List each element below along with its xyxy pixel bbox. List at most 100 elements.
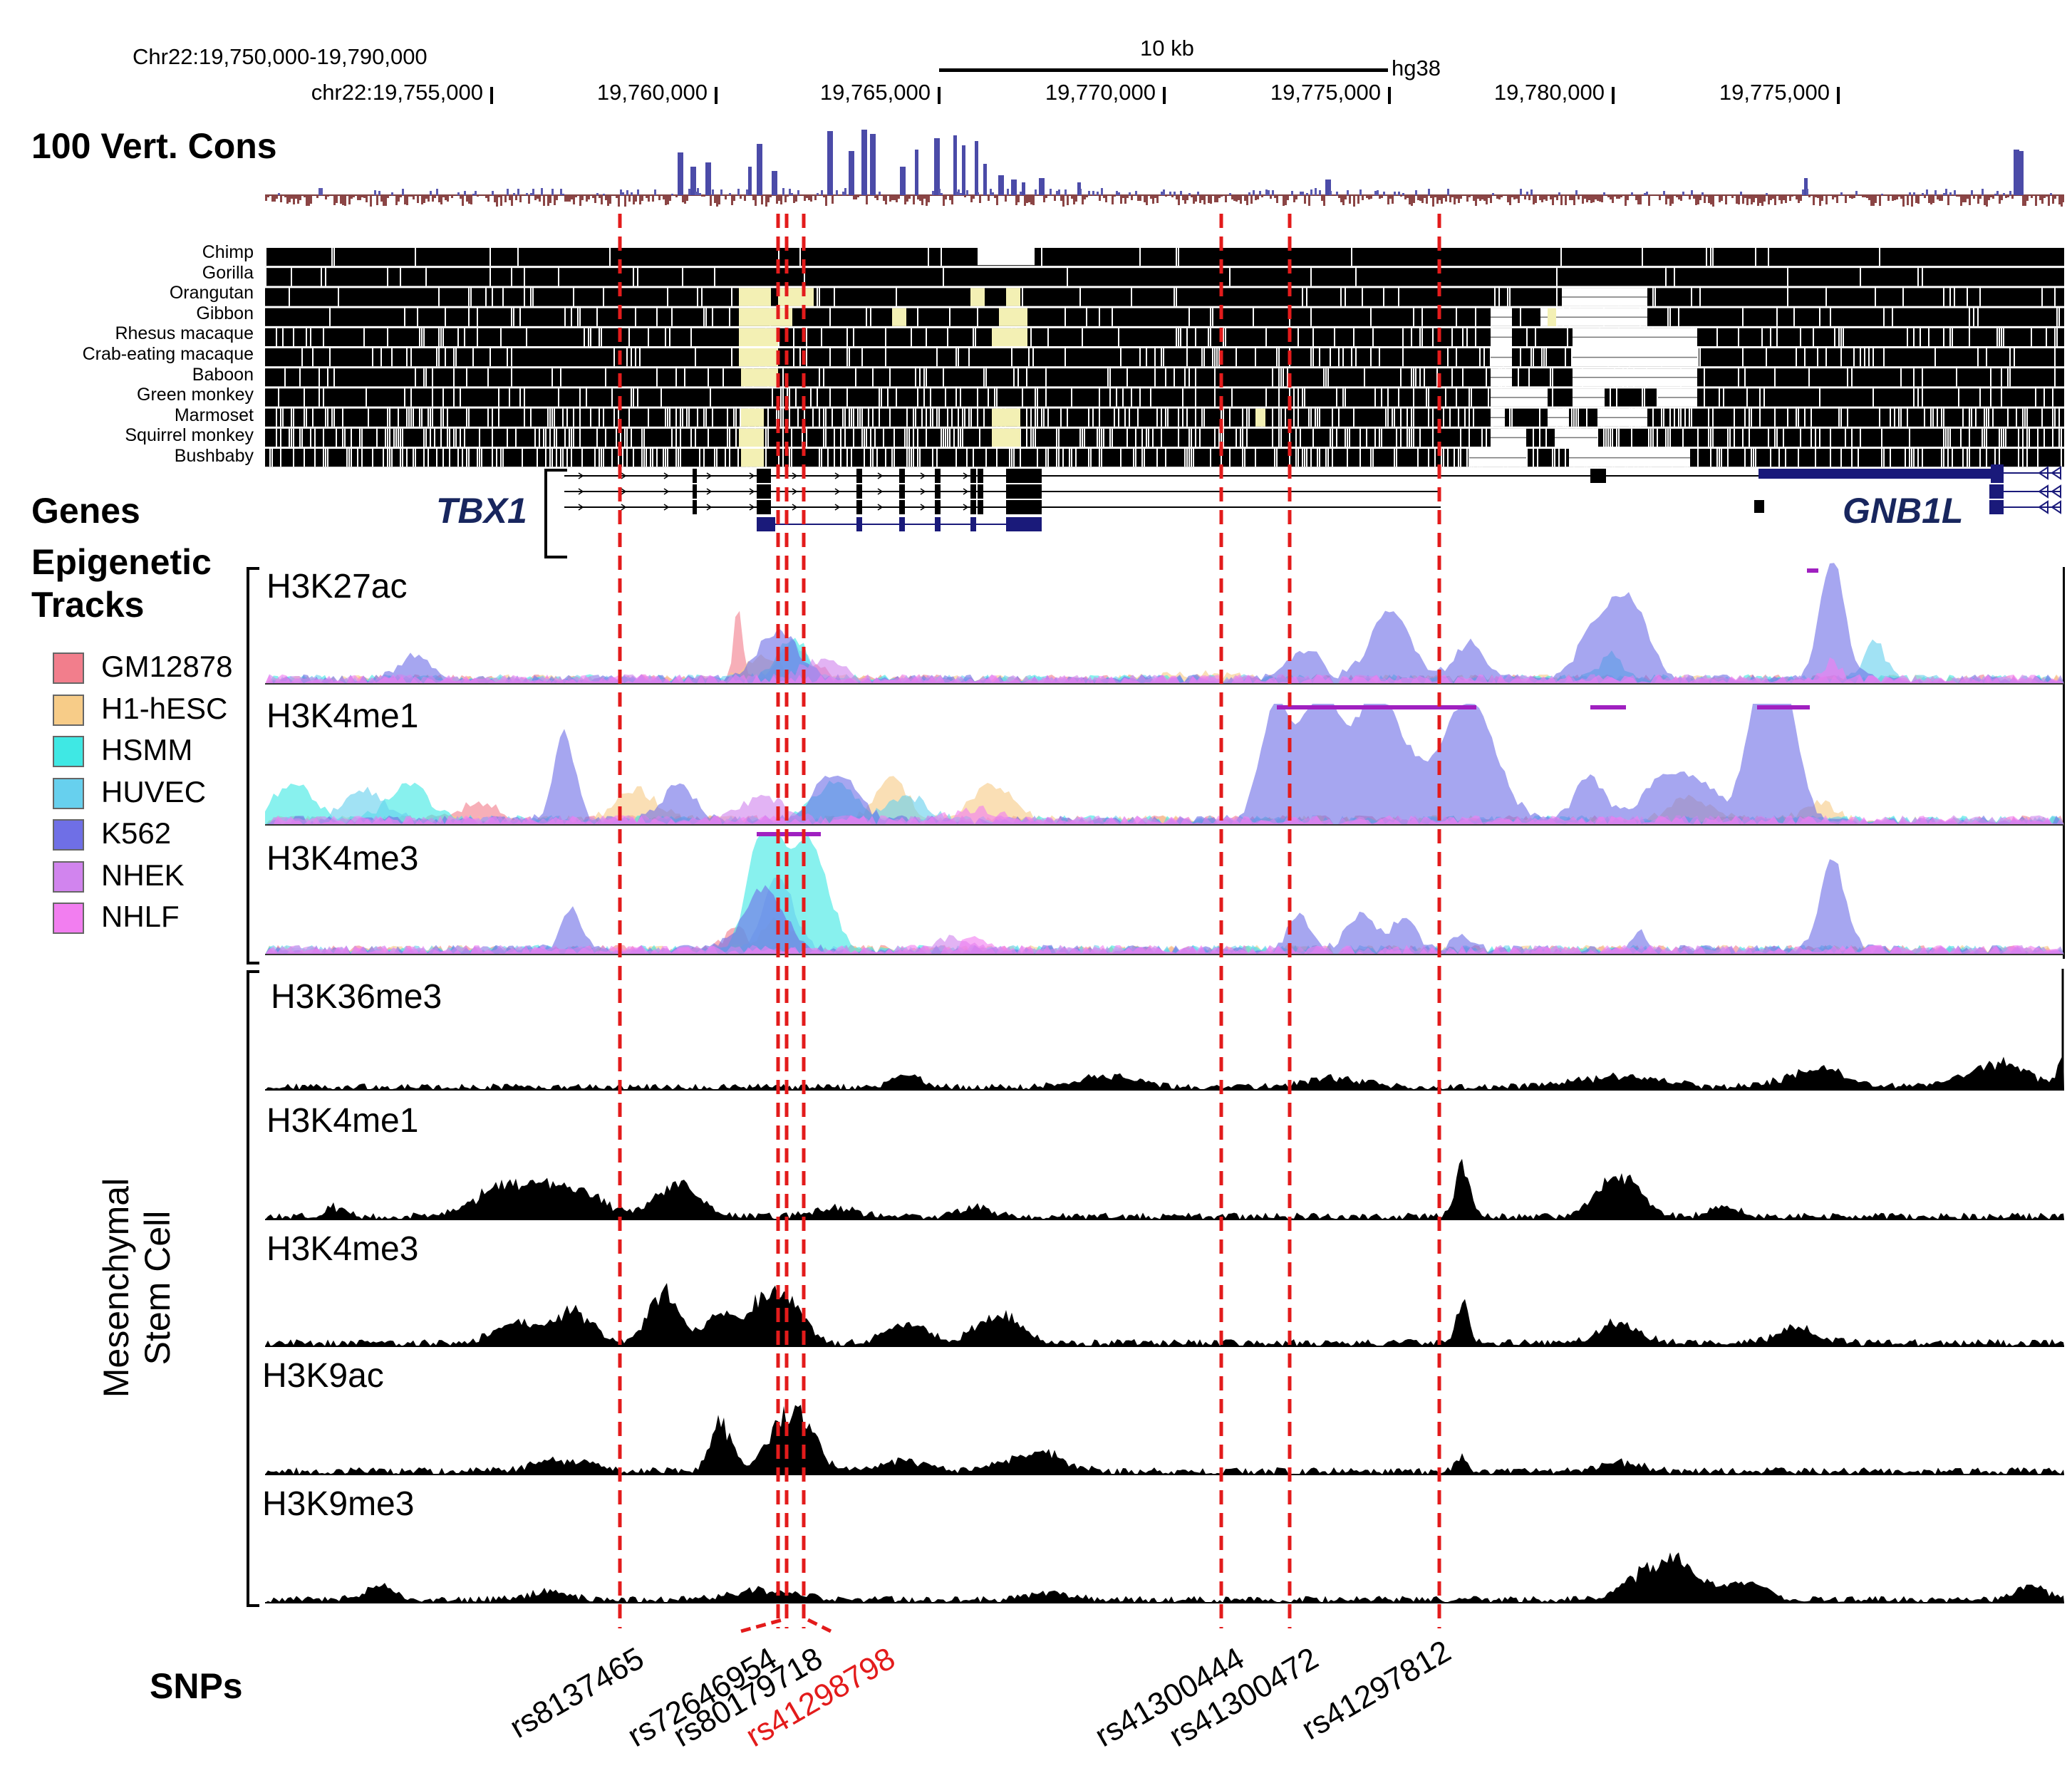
alignment-gap <box>643 428 645 447</box>
exon <box>757 469 771 483</box>
alignment-gap <box>1188 308 1190 326</box>
conservation-bar <box>1449 195 1451 202</box>
alignment-gap <box>1402 348 1404 367</box>
alignment-gap <box>1872 388 1874 407</box>
conservation-bar <box>1336 192 1338 195</box>
alignment-gap <box>1468 428 1470 447</box>
conservation-bar <box>464 191 466 195</box>
alignment-gap <box>1556 268 1558 286</box>
conservation-bar <box>1781 195 1783 204</box>
alignment-gap <box>1028 348 1030 367</box>
alignment-gap <box>1139 388 1141 407</box>
signal-area <box>265 657 2064 684</box>
conservation-bar <box>906 195 908 202</box>
conservation-bar <box>1691 190 1693 195</box>
alignment-gap <box>671 308 673 326</box>
conservation-bar <box>821 190 823 195</box>
alignment-gap <box>1148 428 1149 447</box>
alignment-gap <box>421 408 423 427</box>
alignment-gap <box>1146 348 1147 367</box>
conservation-bar <box>1798 195 1800 203</box>
conservation-bar <box>398 195 400 202</box>
alignment-unaligned <box>1548 308 1556 326</box>
conservation-bar <box>1146 195 1148 205</box>
alignment-gap <box>1900 408 1902 427</box>
conservation-bar <box>1958 195 1960 197</box>
signal-area <box>265 658 2064 684</box>
alignment-gap <box>1796 408 1797 427</box>
conservation-bar <box>1672 195 1674 204</box>
alignment-gap <box>291 268 292 286</box>
alignment-gap <box>599 449 600 467</box>
conservation-bar <box>1460 195 1462 199</box>
alignment-gap <box>1188 428 1190 447</box>
alignment-gap <box>421 328 423 346</box>
scale-bar <box>939 68 1388 72</box>
alignment-gap <box>1909 449 1910 467</box>
legend-swatch <box>53 652 84 684</box>
alignment-gap <box>973 328 974 346</box>
alignment-gap <box>819 368 820 387</box>
alignment-gap <box>611 388 613 407</box>
alignment-gap <box>1276 449 1278 467</box>
conservation-bar <box>1210 195 1212 204</box>
conservation-bar <box>778 195 780 201</box>
alignment-gap <box>1479 348 1481 367</box>
alignment-gap <box>733 408 735 427</box>
alignment-gap <box>947 408 948 427</box>
alignment-gap <box>1949 328 1951 346</box>
alignment-gap <box>616 428 617 447</box>
conservation-bar <box>1475 195 1477 206</box>
species-label: Chimp <box>202 242 254 262</box>
alignment-gap <box>1030 328 1032 346</box>
conservation-bar <box>291 195 293 199</box>
conservation-bar <box>1603 192 1605 195</box>
alignment-gap <box>1186 328 1188 346</box>
alignment-gap <box>1026 368 1027 387</box>
legend-label: H1-hESC <box>101 691 228 725</box>
alignment-gap <box>545 449 547 467</box>
alignment-gap <box>1924 408 1925 427</box>
conservation-bar <box>380 195 383 202</box>
alignment-gap <box>2005 428 2006 447</box>
alignment-gap <box>1013 368 1015 387</box>
conservation-bar <box>1466 195 1468 202</box>
alignment-gap <box>675 368 677 387</box>
alignment-gap <box>1342 348 1344 367</box>
alignment-gap <box>314 428 316 447</box>
alignment-gap <box>1242 428 1243 447</box>
alignment-gap <box>438 348 440 367</box>
alignment-gap <box>276 408 277 427</box>
alignment-gap <box>861 428 863 447</box>
conservation-bar <box>1956 195 1958 197</box>
alignment-gap <box>1486 368 1487 387</box>
alignment-gap <box>560 449 561 467</box>
alignment-gap <box>1370 348 1372 367</box>
alignment-gap <box>1665 268 1667 286</box>
conservation-bar <box>1169 192 1171 195</box>
alignment-gap <box>566 449 568 467</box>
alignment-gap <box>1188 368 1190 387</box>
conservation-bar <box>951 195 953 204</box>
conservation-bar <box>1374 191 1377 195</box>
conservation-bar <box>731 195 733 205</box>
alignment-gap <box>1967 288 1968 306</box>
exon <box>1006 469 1042 483</box>
alignment-gap <box>571 449 572 467</box>
alignment-gap <box>665 408 666 427</box>
alignment-unaligned <box>778 288 814 306</box>
alignment-gap <box>955 449 957 467</box>
alignment-gap <box>363 328 365 346</box>
conservation-bar <box>885 195 887 204</box>
alignment-gap <box>1947 449 1949 467</box>
alignment-gap <box>1853 348 1855 367</box>
conservation-bar <box>1819 195 1821 206</box>
alignment-gap <box>1969 328 1970 346</box>
conservation-bar <box>780 195 782 204</box>
alignment-gap <box>2056 308 2058 326</box>
conservation-bar <box>1035 189 1037 195</box>
alignment-gap <box>893 428 895 447</box>
conservation-bar <box>1815 195 1817 197</box>
alignment-gap <box>853 428 854 447</box>
alignment-gap <box>675 428 677 447</box>
